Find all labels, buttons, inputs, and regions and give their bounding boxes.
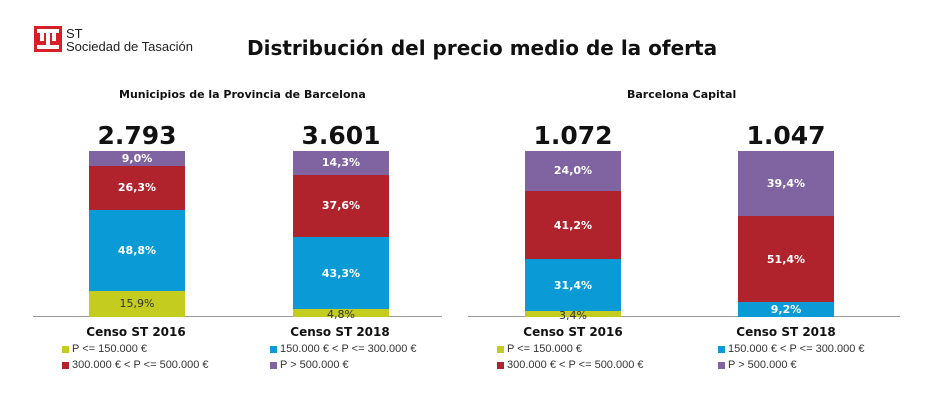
brand-short: ST <box>66 26 83 41</box>
brand-name: Sociedad de Tasación <box>66 39 193 54</box>
bar-segment: 9,0% <box>89 151 185 166</box>
data-label: 37,6% <box>321 199 361 213</box>
data-label: 24,0% <box>553 164 593 178</box>
legend-swatch <box>270 361 277 369</box>
category-label: Censo ST 2016 <box>86 325 186 339</box>
bar-segment: 3,4% <box>525 309 621 322</box>
brand: ST Sociedad de Tasación <box>66 27 193 53</box>
bar-segment: 51,4% <box>738 216 834 302</box>
legend-item: 150.000 € < P <= 300.000 € <box>718 343 865 355</box>
data-label: 9,2% <box>770 302 802 316</box>
legend-swatch <box>497 345 504 353</box>
bar-segment: 14,3% <box>293 151 389 175</box>
category-label: Censo ST 2016 <box>523 325 623 339</box>
legend-swatch <box>718 361 725 369</box>
data-label: 3,4% <box>559 308 587 322</box>
legend-swatch <box>497 361 504 369</box>
legend-item: 150.000 € < P <= 300.000 € <box>270 343 417 355</box>
bar-total-label: 2.793 <box>97 121 177 150</box>
category-label: Censo ST 2018 <box>736 325 836 339</box>
legend-item: P > 500.000 € <box>270 359 349 371</box>
legend-label: P <= 150.000 € <box>507 343 583 355</box>
bar-segment: 37,6% <box>293 174 389 238</box>
data-label: 15,9% <box>119 297 155 311</box>
bar-segment: 48,8% <box>89 209 185 291</box>
data-label: 9,0% <box>121 151 153 165</box>
legend-label: P > 500.000 € <box>728 359 797 371</box>
data-label: 48,8% <box>117 243 157 257</box>
bar-segment: 31,4% <box>525 259 621 312</box>
page-title: Distribución del precio medio de la ofer… <box>247 36 718 60</box>
chart-title: Municipios de la Provincia de Barcelona <box>119 88 366 101</box>
legend-swatch <box>62 345 69 353</box>
x-axis-line <box>468 316 900 317</box>
bar-segment: 41,2% <box>525 190 621 260</box>
legend-label: 150.000 € < P <= 300.000 € <box>280 343 417 355</box>
legend-label: 300.000 € < P <= 500.000 € <box>507 359 644 371</box>
data-label: 41,2% <box>553 218 593 232</box>
legend-label: 150.000 € < P <= 300.000 € <box>728 343 865 355</box>
legend-label: 300.000 € < P <= 500.000 € <box>72 359 209 371</box>
data-label: 14,3% <box>321 156 361 170</box>
data-label: 51,4% <box>766 252 806 266</box>
data-label: 31,4% <box>553 278 593 292</box>
bar-total-label: 1.072 <box>533 121 613 150</box>
st-logo-icon <box>34 26 62 52</box>
data-label: 4,8% <box>327 307 355 321</box>
legend-swatch <box>270 345 277 353</box>
legend-swatch <box>718 345 725 353</box>
legend-item: 300.000 € < P <= 500.000 € <box>497 359 644 371</box>
bar-segment: 43,3% <box>293 237 389 310</box>
legend-item: P > 500.000 € <box>718 359 797 371</box>
chart-title: Barcelona Capital <box>627 88 737 101</box>
legend-label: P > 500.000 € <box>280 359 349 371</box>
category-label: Censo ST 2018 <box>290 325 390 339</box>
legend-item: P <= 150.000 € <box>62 343 147 355</box>
legend-item: 300.000 € < P <= 500.000 € <box>62 359 209 371</box>
bar-segment: 4,8% <box>293 308 389 321</box>
bar-segment: 24,0% <box>525 151 621 191</box>
data-label: 26,3% <box>117 181 157 195</box>
bar-segment: 15,9% <box>89 290 185 317</box>
bar-segment: 9,2% <box>738 301 834 317</box>
bar-total-label: 3.601 <box>301 121 381 150</box>
data-label: 39,4% <box>766 177 806 191</box>
legend-item: P <= 150.000 € <box>497 343 582 355</box>
legend-swatch <box>62 361 69 369</box>
bar-segment: 26,3% <box>89 165 185 210</box>
bar-total-label: 1.047 <box>746 121 826 150</box>
data-label: 43,3% <box>321 266 361 280</box>
legend-label: P <= 150.000 € <box>72 343 148 355</box>
bar-segment: 39,4% <box>738 151 834 217</box>
x-axis-line <box>33 316 442 317</box>
